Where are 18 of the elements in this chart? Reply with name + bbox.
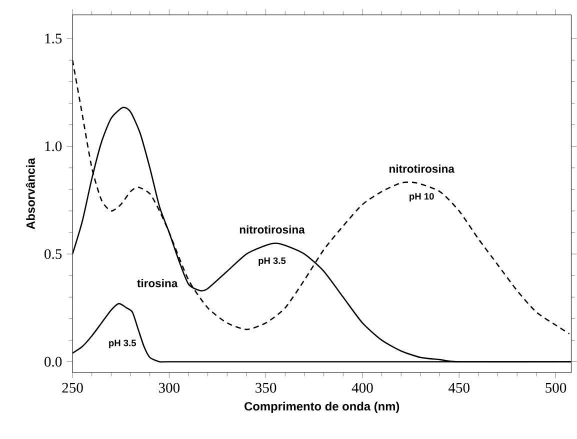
y-tick-label: 1.5 [45,34,62,44]
annotation: pH 3.5 [109,340,136,348]
x-tick-label: 500 [546,382,566,393]
annotation: nitrotirosina [390,164,455,173]
y-tick-label: 0.5 [44,249,62,259]
y-tick-label: 1.0 [45,141,62,152]
x-tick-label: 350 [256,382,276,393]
annotation: nitrotirosina [240,225,305,234]
x-tick-label: 250 [62,382,83,393]
y-tick-label: 0.0 [44,356,62,367]
x-tick-label: 300 [158,382,180,393]
x-tick-label: 400 [352,382,373,393]
annotation: pH 10 [410,193,434,202]
x-tick-label: 450 [448,382,470,393]
x-axis-title: Comprimento de onda (nm) [244,402,400,413]
annotation: tirosina [137,278,178,288]
y-axis-title: Absorvância [26,158,35,230]
annotation: pH 3.5 [258,257,286,266]
